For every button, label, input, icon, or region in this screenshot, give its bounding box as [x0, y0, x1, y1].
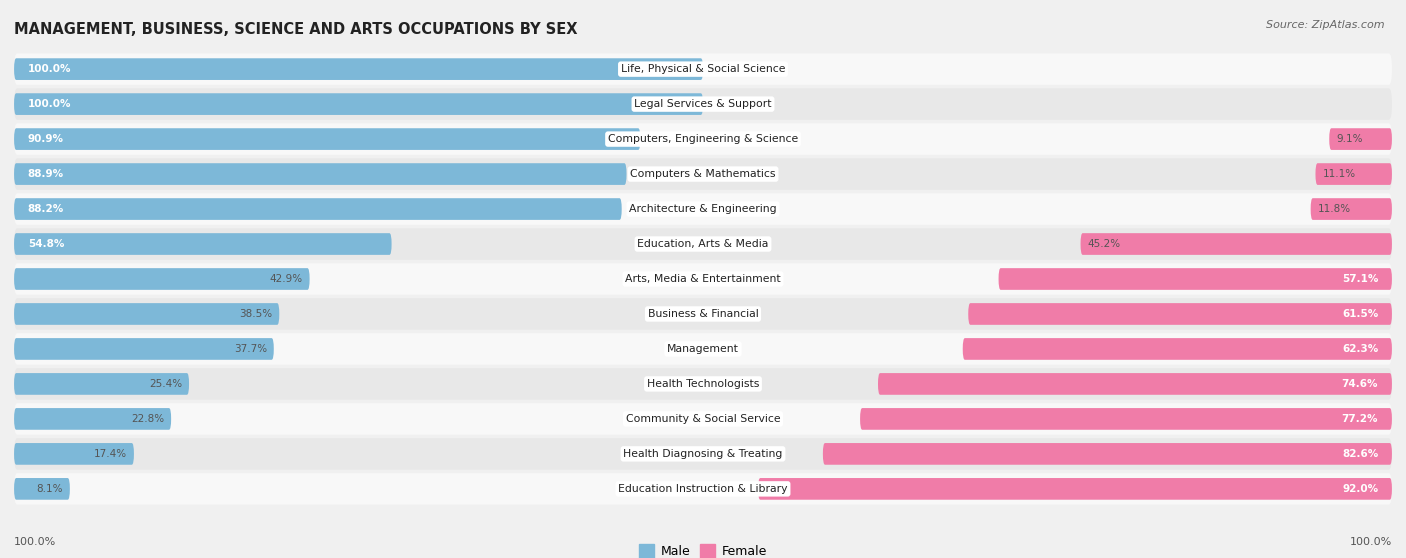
Text: 9.1%: 9.1%: [1336, 134, 1362, 144]
Text: Computers, Engineering & Science: Computers, Engineering & Science: [607, 134, 799, 144]
Text: 88.9%: 88.9%: [28, 169, 63, 179]
FancyBboxPatch shape: [14, 303, 280, 325]
FancyBboxPatch shape: [14, 58, 703, 80]
Text: 37.7%: 37.7%: [233, 344, 267, 354]
FancyBboxPatch shape: [1316, 163, 1392, 185]
Text: 8.1%: 8.1%: [37, 484, 63, 494]
Text: 100.0%: 100.0%: [28, 64, 72, 74]
FancyBboxPatch shape: [14, 233, 392, 255]
FancyBboxPatch shape: [14, 163, 627, 185]
Text: 100.0%: 100.0%: [14, 537, 56, 547]
Text: Life, Physical & Social Science: Life, Physical & Social Science: [621, 64, 785, 74]
FancyBboxPatch shape: [14, 193, 1392, 225]
FancyBboxPatch shape: [14, 158, 1392, 190]
FancyBboxPatch shape: [758, 478, 1392, 500]
Text: 54.8%: 54.8%: [28, 239, 65, 249]
FancyBboxPatch shape: [14, 443, 134, 465]
Text: Source: ZipAtlas.com: Source: ZipAtlas.com: [1267, 20, 1385, 30]
Text: 38.5%: 38.5%: [239, 309, 273, 319]
FancyBboxPatch shape: [14, 438, 1392, 470]
FancyBboxPatch shape: [14, 263, 1392, 295]
Text: 42.9%: 42.9%: [270, 274, 302, 284]
Text: Health Technologists: Health Technologists: [647, 379, 759, 389]
Text: 92.0%: 92.0%: [1343, 484, 1378, 494]
Text: Business & Financial: Business & Financial: [648, 309, 758, 319]
FancyBboxPatch shape: [14, 123, 1392, 155]
FancyBboxPatch shape: [14, 298, 1392, 330]
Text: 17.4%: 17.4%: [94, 449, 127, 459]
FancyBboxPatch shape: [14, 408, 172, 430]
Text: 22.8%: 22.8%: [131, 414, 165, 424]
Text: 100.0%: 100.0%: [1350, 537, 1392, 547]
FancyBboxPatch shape: [1310, 198, 1392, 220]
Text: 88.2%: 88.2%: [28, 204, 65, 214]
Text: 11.8%: 11.8%: [1317, 204, 1351, 214]
Text: Architecture & Engineering: Architecture & Engineering: [630, 204, 776, 214]
Text: 74.6%: 74.6%: [1341, 379, 1378, 389]
FancyBboxPatch shape: [14, 54, 1392, 85]
FancyBboxPatch shape: [963, 338, 1392, 360]
FancyBboxPatch shape: [14, 478, 70, 500]
FancyBboxPatch shape: [14, 93, 703, 115]
Text: 77.2%: 77.2%: [1341, 414, 1378, 424]
Text: Legal Services & Support: Legal Services & Support: [634, 99, 772, 109]
Text: Management: Management: [666, 344, 740, 354]
Text: Education, Arts & Media: Education, Arts & Media: [637, 239, 769, 249]
FancyBboxPatch shape: [14, 333, 1392, 365]
Text: 25.4%: 25.4%: [149, 379, 183, 389]
Text: MANAGEMENT, BUSINESS, SCIENCE AND ARTS OCCUPATIONS BY SEX: MANAGEMENT, BUSINESS, SCIENCE AND ARTS O…: [14, 22, 578, 36]
Text: Computers & Mathematics: Computers & Mathematics: [630, 169, 776, 179]
Legend: Male, Female: Male, Female: [634, 539, 772, 558]
Text: 82.6%: 82.6%: [1341, 449, 1378, 459]
Text: 57.1%: 57.1%: [1341, 274, 1378, 284]
FancyBboxPatch shape: [14, 368, 1392, 400]
FancyBboxPatch shape: [14, 403, 1392, 435]
FancyBboxPatch shape: [1081, 233, 1392, 255]
FancyBboxPatch shape: [14, 473, 1392, 504]
FancyBboxPatch shape: [14, 128, 640, 150]
Text: Arts, Media & Entertainment: Arts, Media & Entertainment: [626, 274, 780, 284]
Text: 62.3%: 62.3%: [1341, 344, 1378, 354]
Text: 45.2%: 45.2%: [1087, 239, 1121, 249]
Text: Community & Social Service: Community & Social Service: [626, 414, 780, 424]
Text: 90.9%: 90.9%: [28, 134, 63, 144]
FancyBboxPatch shape: [860, 408, 1392, 430]
FancyBboxPatch shape: [14, 228, 1392, 260]
FancyBboxPatch shape: [14, 373, 188, 395]
FancyBboxPatch shape: [14, 198, 621, 220]
FancyBboxPatch shape: [823, 443, 1392, 465]
Text: 100.0%: 100.0%: [28, 99, 72, 109]
Text: 11.1%: 11.1%: [1323, 169, 1355, 179]
FancyBboxPatch shape: [14, 338, 274, 360]
Text: Education Instruction & Library: Education Instruction & Library: [619, 484, 787, 494]
FancyBboxPatch shape: [998, 268, 1392, 290]
Text: Health Diagnosing & Treating: Health Diagnosing & Treating: [623, 449, 783, 459]
FancyBboxPatch shape: [969, 303, 1392, 325]
FancyBboxPatch shape: [1329, 128, 1392, 150]
FancyBboxPatch shape: [877, 373, 1392, 395]
FancyBboxPatch shape: [14, 88, 1392, 120]
Text: 61.5%: 61.5%: [1341, 309, 1378, 319]
FancyBboxPatch shape: [14, 268, 309, 290]
